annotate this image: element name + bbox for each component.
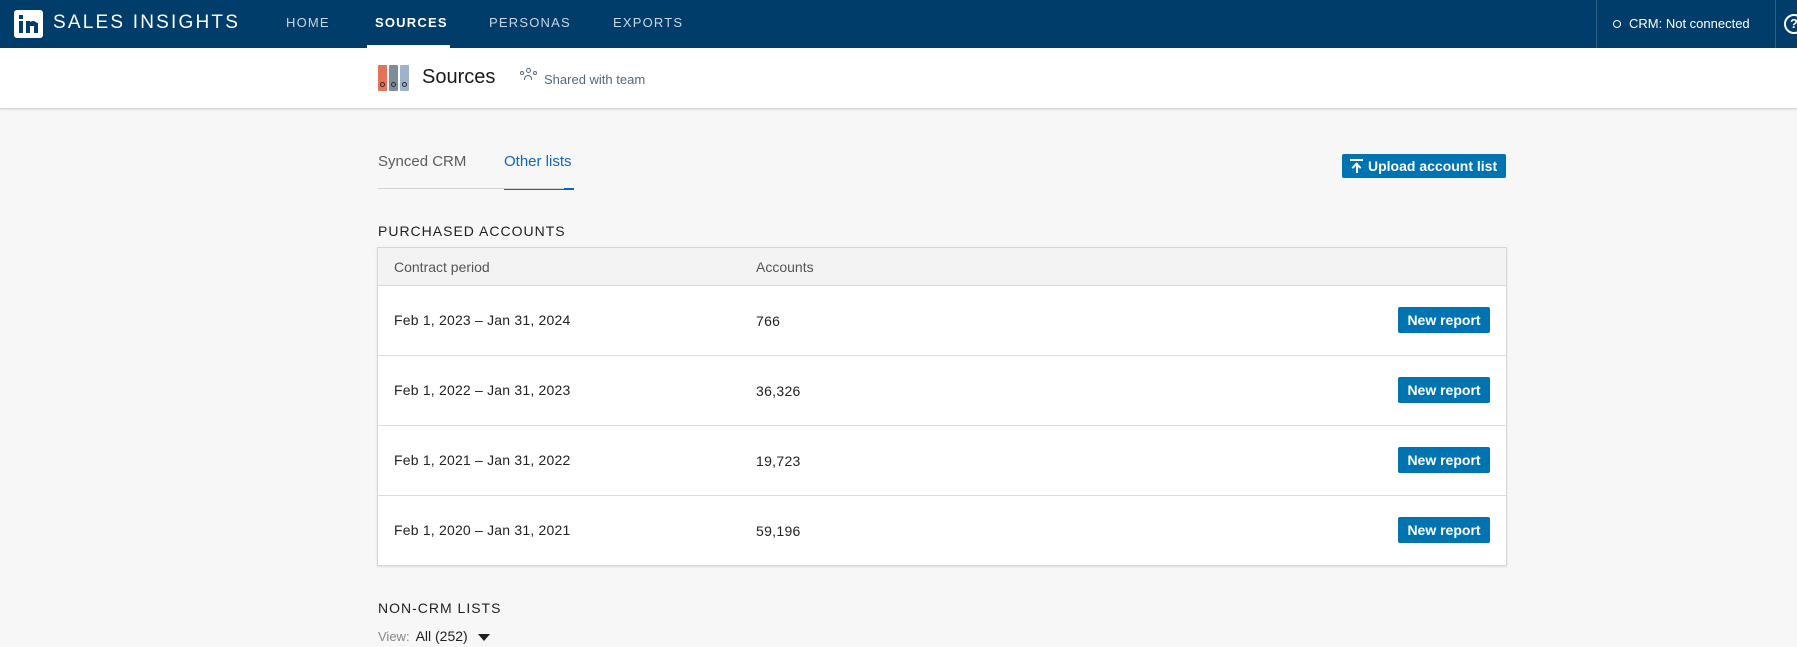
purchased-accounts-heading: PURCHASED ACCOUNTS <box>378 223 566 239</box>
table-row: Feb 1, 2022 – Jan 31, 2023 36,326 New re… <box>378 356 1506 426</box>
accounts-count-cell: 36,326 <box>756 383 801 399</box>
table-row: Feb 1, 2021 – Jan 31, 2022 19,723 New re… <box>378 426 1506 496</box>
contract-period-cell: Feb 1, 2023 – Jan 31, 2024 <box>394 312 571 328</box>
non-crm-lists-heading: NON-CRM LISTS <box>378 600 502 616</box>
page-title: Sources <box>422 66 496 88</box>
crm-status-label: CRM: Not connected <box>1629 16 1750 31</box>
crm-status-button[interactable]: CRM: Not connected <box>1596 0 1776 48</box>
upload-account-list-button[interactable]: Upload account list <box>1342 154 1506 178</box>
column-header-contract-period: Contract period <box>394 259 490 275</box>
new-report-button[interactable]: New report <box>1398 447 1490 473</box>
tab-other-lists[interactable]: Other lists <box>496 134 574 190</box>
upload-icon <box>1350 159 1363 173</box>
page-header: Sources Shared with team <box>0 48 1797 109</box>
contract-period-cell: Feb 1, 2022 – Jan 31, 2023 <box>394 382 571 398</box>
view-label: View: <box>378 629 410 644</box>
nav-sources[interactable]: SOURCES <box>367 0 450 48</box>
tab-synced-crm[interactable]: Synced CRM <box>378 153 467 170</box>
accounts-count-cell: 766 <box>756 313 781 329</box>
contract-period-cell: Feb 1, 2020 – Jan 31, 2021 <box>394 522 571 538</box>
accounts-count-cell: 19,723 <box>756 453 801 469</box>
shared-with-team-label[interactable]: Shared with team <box>544 72 646 87</box>
column-header-accounts: Accounts <box>756 259 814 275</box>
tabs-divider <box>378 188 564 189</box>
linkedin-logo-icon[interactable] <box>14 10 43 38</box>
table-row: Feb 1, 2020 – Jan 31, 2021 59,196 New re… <box>378 496 1506 566</box>
nav-exports[interactable]: EXPORTS <box>613 15 684 30</box>
nav-home[interactable]: HOME <box>286 15 330 30</box>
app-title: SALES INSIGHTS <box>53 12 241 33</box>
table-header: Contract period Accounts <box>378 248 1506 286</box>
view-filter-dropdown[interactable]: View: All (252) <box>378 628 490 644</box>
accounts-count-cell: 59,196 <box>756 523 801 539</box>
table-row: Feb 1, 2023 – Jan 31, 2024 766 New repor… <box>378 286 1506 356</box>
nav-personas[interactable]: PERSONAS <box>489 15 571 30</box>
team-icon <box>520 68 538 82</box>
top-nav-bar: SALES INSIGHTS HOME SOURCES PERSONAS EXP… <box>0 0 1797 48</box>
new-report-button[interactable]: New report <box>1398 377 1490 403</box>
view-selected-value: All (252) <box>415 628 468 644</box>
upload-button-label: Upload account list <box>1368 158 1498 174</box>
help-icon[interactable]: ? <box>1784 14 1797 34</box>
new-report-button[interactable]: New report <box>1398 307 1490 333</box>
status-circle-icon <box>1613 19 1621 28</box>
new-report-button[interactable]: New report <box>1398 517 1490 543</box>
binders-icon <box>378 65 410 91</box>
contract-period-cell: Feb 1, 2021 – Jan 31, 2022 <box>394 452 571 468</box>
purchased-accounts-table: Contract period Accounts Feb 1, 2023 – J… <box>377 247 1507 566</box>
caret-down-icon <box>477 634 490 642</box>
